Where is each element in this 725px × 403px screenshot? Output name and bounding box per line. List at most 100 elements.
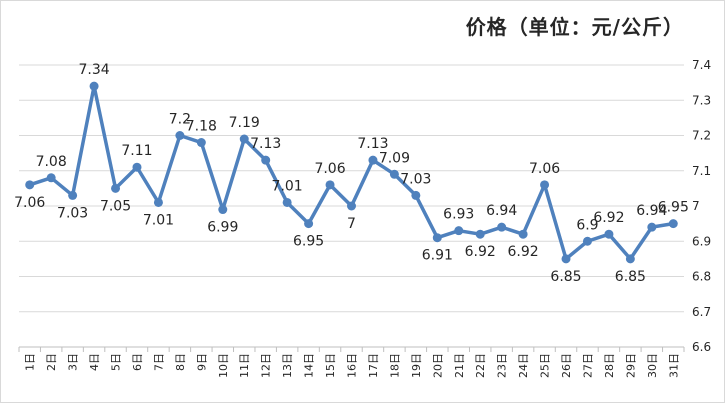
x-tick-label: 13日 — [281, 353, 294, 378]
data-label: 6.92 — [465, 244, 496, 260]
x-tick-label: 14日 — [303, 353, 316, 378]
data-label: 7.13 — [250, 136, 281, 152]
data-label: 6.85 — [615, 269, 646, 285]
data-point — [368, 155, 378, 165]
x-tick-label: 22日 — [474, 353, 487, 378]
x-tick-label: 15日 — [324, 353, 337, 378]
data-label: 6.93 — [443, 207, 474, 223]
data-label: 6.99 — [207, 220, 238, 236]
x-tick-label: 31日 — [667, 353, 680, 378]
x-tick-label: 17日 — [367, 353, 380, 378]
data-point — [282, 197, 292, 207]
data-point — [518, 229, 528, 239]
x-tick-label: 21日 — [453, 353, 466, 378]
data-label: 7.03 — [57, 205, 88, 221]
data-point — [111, 183, 121, 193]
data-label: 7.13 — [357, 136, 388, 152]
data-point — [454, 226, 464, 236]
x-tick-label: 24日 — [517, 353, 530, 378]
x-tick-label: 20日 — [431, 353, 444, 378]
x-tick-label: 16日 — [346, 353, 359, 378]
data-point — [46, 173, 56, 183]
data-label: 7.05 — [100, 198, 131, 214]
data-point — [604, 229, 614, 239]
y-tick-label: 6.9 — [692, 234, 711, 248]
data-point — [540, 180, 550, 190]
gridlines — [19, 64, 684, 313]
data-point — [218, 205, 228, 215]
data-label: 7 — [347, 216, 356, 232]
x-tick-label: 19日 — [410, 353, 423, 378]
data-point — [475, 229, 485, 239]
data-point — [89, 81, 99, 91]
data-point — [325, 180, 335, 190]
data-label: 7.11 — [121, 143, 152, 159]
data-point — [196, 138, 206, 148]
x-tick-label: 3日 — [67, 353, 80, 371]
data-label: 6.92 — [593, 210, 624, 226]
x-tick-label: 7日 — [152, 353, 165, 371]
data-point — [582, 236, 592, 246]
data-label: 7.06 — [314, 161, 345, 177]
x-tick-label: 4日 — [88, 353, 101, 371]
data-point — [647, 222, 657, 232]
data-point — [668, 219, 678, 229]
data-label: 7.06 — [14, 195, 45, 211]
data-label: 7.2 — [169, 112, 191, 128]
data-label: 7.18 — [186, 119, 217, 135]
data-label: 6.95 — [293, 234, 324, 250]
x-tick-label: 1日 — [24, 353, 37, 371]
data-label: 6.92 — [508, 244, 539, 260]
y-tick-label: 7.2 — [692, 129, 711, 143]
y-tick-label: 7.3 — [692, 93, 711, 107]
data-label: 7.01 — [272, 178, 303, 194]
data-point — [432, 233, 442, 243]
data-label: 7.19 — [229, 115, 260, 131]
data-label: 7.06 — [529, 161, 560, 177]
data-point — [304, 219, 314, 229]
y-tick-label: 7.1 — [692, 164, 711, 178]
x-tick-label: 12日 — [260, 353, 273, 378]
series-points — [25, 81, 678, 264]
data-label: 6.94 — [636, 203, 667, 219]
data-label: 7.03 — [400, 171, 431, 187]
data-point — [25, 180, 35, 190]
x-tick-label: 28日 — [603, 353, 616, 378]
data-label: 7.08 — [36, 154, 67, 170]
data-label: 7.09 — [379, 150, 410, 166]
data-point — [261, 155, 271, 165]
data-label: 7.01 — [143, 212, 174, 228]
x-tick-label: 2日 — [45, 353, 58, 371]
data-label: 7.34 — [78, 62, 109, 78]
x-tick-label: 23日 — [496, 353, 509, 378]
x-axis — [18, 346, 685, 352]
x-tick-label: 6日 — [131, 353, 144, 371]
y-tick-label: 6.7 — [692, 305, 711, 319]
data-point — [389, 169, 399, 179]
data-point — [153, 197, 163, 207]
x-tick-label: 26日 — [560, 353, 573, 378]
x-tick-label: 25日 — [539, 353, 552, 378]
x-tick-label: 8日 — [174, 353, 187, 371]
y-tick-label: 7 — [692, 199, 700, 213]
data-label: 6.85 — [550, 269, 581, 285]
data-point — [411, 190, 421, 200]
data-labels: 7.06 7.08 7.03 7.34 7.05 7.11 7.01 7.27.18 6.99 7… — [14, 62, 689, 285]
data-point — [561, 254, 571, 264]
y-tick-label: 6.8 — [692, 270, 711, 284]
chart-title: 价格（单位：元/公斤） — [465, 15, 684, 39]
data-label: 6.95 — [658, 200, 689, 216]
x-tick-label: 9日 — [195, 353, 208, 371]
x-tick-label: 18日 — [388, 353, 401, 378]
data-label: 6.9 — [576, 217, 598, 233]
x-tick-label: 30日 — [646, 353, 659, 378]
x-tick-label: 10日 — [217, 353, 230, 378]
data-label: 6.94 — [486, 203, 517, 219]
data-point — [68, 190, 78, 200]
y-axis: 6.6 6.7 6.8 6.9 7 7.1 7.2 7.3 7.4 — [692, 58, 711, 354]
data-point — [347, 201, 356, 211]
x-tick-label: 29日 — [624, 353, 637, 378]
data-point — [239, 134, 249, 144]
